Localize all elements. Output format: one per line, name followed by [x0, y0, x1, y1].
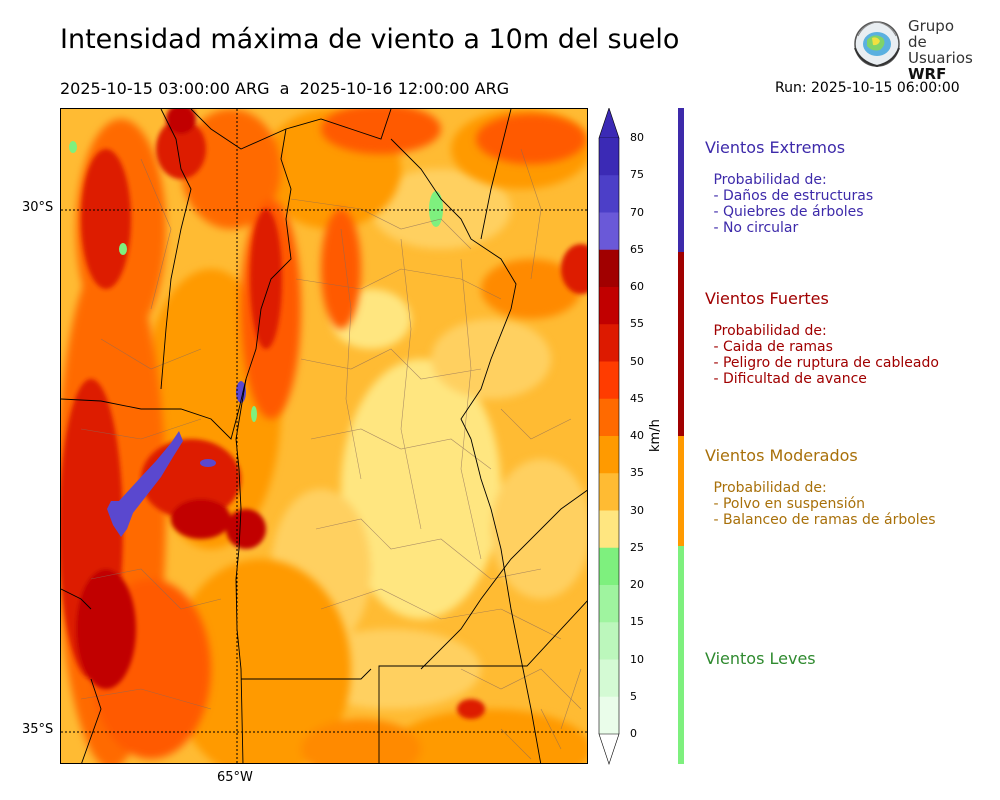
category-title-extremos: Vientos Extremos [705, 138, 846, 157]
colorbar-tick-label: 5 [630, 689, 637, 703]
category-desc-extremos: Probabilidad de: - Daños de estructuras … [713, 172, 874, 236]
colorbar-bottom-extension [598, 733, 620, 765]
wind-zones-extreme [107, 381, 246, 537]
legend-bar-fuertes [678, 252, 684, 436]
lat-label-35s: 35°S [22, 722, 54, 737]
wrf-logo: Grupo de Usuarios WRF [850, 18, 973, 82]
colorbar-tick-label: 20 [630, 578, 644, 591]
legend-bar-leves [678, 546, 684, 764]
lon-label-65w: 65°W [217, 770, 253, 785]
colorbar-segment [599, 622, 619, 660]
run-timestamp: Run: 2025-10-15 06:00:00 [775, 80, 960, 96]
colorbar-svg [598, 107, 620, 765]
colorbar-tick-label: 30 [630, 503, 644, 517]
category-title-moderados: Vientos Moderados [705, 446, 858, 465]
colorbar-tick-label: 65 [630, 242, 644, 256]
colorbar-unit-label: km/h [648, 419, 663, 452]
forecast-period: 2025-10-15 03:00:00 ARG a 2025-10-16 12:… [60, 79, 510, 98]
calm-zones [69, 141, 443, 422]
logo-line-1: Grupo de [908, 17, 954, 51]
colorbar-segment [599, 696, 619, 735]
colorbar-tick-label: 0 [630, 727, 637, 740]
page-title: Intensidad máxima de viento a 10m del su… [60, 24, 680, 55]
category-desc-moderados: Probabilidad de: - Polvo en suspensión -… [713, 480, 936, 528]
colorbar-segment [599, 398, 619, 437]
logo-line-3: WRF [908, 65, 947, 83]
category-desc-fuertes: Probabilidad de: - Caida de ramas - Peli… [713, 323, 939, 387]
category-title-fuertes: Vientos Fuertes [705, 289, 829, 308]
colorbar-tick-label: 60 [630, 280, 644, 293]
colorbar-tick-label: 50 [630, 354, 644, 368]
colorbar-tick-label: 40 [630, 429, 644, 442]
colorbar-segment [599, 547, 619, 586]
colorbar-tick-label: 80 [630, 131, 644, 144]
colorbar-tick-label: 15 [630, 615, 644, 629]
colorbar-segment [599, 436, 619, 474]
colorbar-segment [599, 361, 619, 400]
globe-logo-icon [854, 21, 900, 68]
colorbar-tick-label: 25 [630, 540, 644, 554]
logo-line-2: Usuarios [908, 49, 973, 67]
colorbar-segment [599, 287, 619, 325]
colorbar-segment [599, 659, 619, 698]
department-boundaries [80, 148, 582, 760]
wind-field-svg [61, 109, 587, 763]
colorbar-tick-label: 55 [630, 317, 644, 331]
wind-zones-very-strong [61, 109, 587, 719]
graticule [61, 109, 587, 763]
colorbar [598, 107, 628, 768]
colorbar-tick-label: 75 [630, 168, 644, 182]
colorbar-segment [599, 585, 619, 623]
province-boundaries [61, 109, 587, 763]
colorbar-segment [599, 212, 619, 251]
colorbar-tick-label: 70 [630, 205, 644, 219]
colorbar-tick-label: 45 [630, 391, 644, 405]
lat-label-30s: 30°S [22, 200, 54, 215]
wind-zones-light [271, 169, 587, 709]
category-title-leves: Vientos Leves [705, 649, 816, 668]
wind-map [60, 108, 588, 764]
colorbar-tick-label: 35 [630, 466, 644, 480]
logo-text: Grupo de Usuarios WRF [908, 18, 973, 82]
colorbar-tick-label: 10 [630, 652, 644, 666]
colorbar-segment [599, 324, 619, 362]
legend-bar-moderados [678, 436, 684, 546]
colorbar-top-extension [598, 107, 620, 139]
colorbar-segment [599, 138, 619, 176]
colorbar-frame [598, 138, 620, 734]
colorbar-segment [599, 510, 619, 549]
colorbar-segment [599, 175, 619, 213]
legend-bar-extremos [678, 108, 684, 252]
colorbar-segment [599, 249, 619, 288]
colorbar-segment [599, 473, 619, 511]
